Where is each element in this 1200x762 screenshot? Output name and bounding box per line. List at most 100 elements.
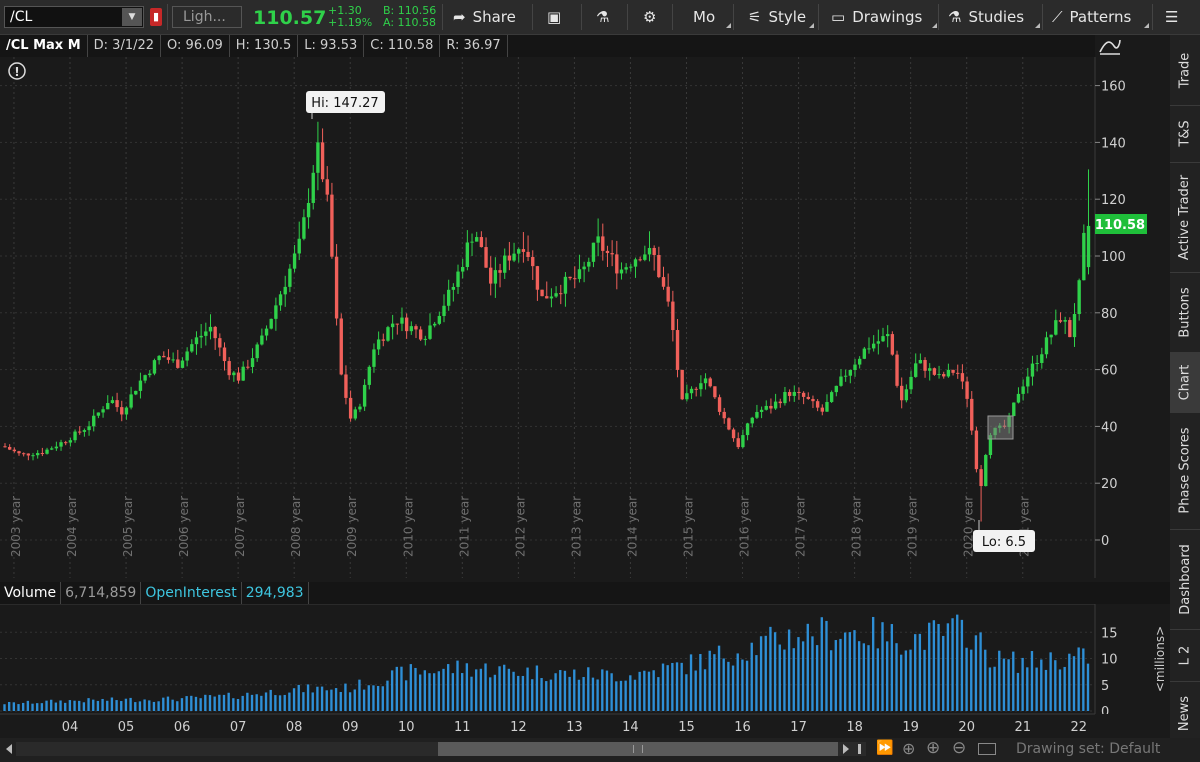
- flag-icon[interactable]: ▮: [150, 8, 162, 26]
- tab-buttons[interactable]: Buttons: [1170, 272, 1200, 353]
- volume-bar: [1007, 659, 1010, 711]
- volume-bar: [138, 701, 142, 711]
- candle-body: [1086, 225, 1091, 268]
- tab-active-trader[interactable]: Active Trader: [1170, 162, 1200, 273]
- candle-body: [671, 301, 675, 331]
- candle-body: [848, 369, 853, 376]
- volume-bar: [367, 685, 370, 711]
- dropdown-corner-icon: [1030, 23, 1040, 28]
- volume-bar: [442, 668, 445, 711]
- symbol-input[interactable]: /CL ▼: [4, 6, 144, 28]
- time-axis[interactable]: [0, 714, 1170, 738]
- time-label: 15: [678, 720, 695, 735]
- candle-body: [1035, 362, 1039, 364]
- volume-bar: [703, 669, 707, 711]
- tab-chart[interactable]: Chart: [1170, 352, 1200, 413]
- studies-button[interactable]: ⚗ Studies: [948, 0, 1040, 34]
- candle-body: [73, 431, 77, 441]
- scroll-thumb[interactable]: [438, 742, 838, 756]
- tab-trade[interactable]: Trade: [1170, 35, 1200, 106]
- candle-body: [717, 397, 722, 412]
- chart-title[interactable]: /CL Max M: [0, 35, 88, 57]
- settings-button[interactable]: ⚙: [643, 0, 663, 34]
- header-date: D: 3/1/22: [88, 35, 162, 57]
- tab-phase-scores[interactable]: Phase Scores: [1170, 412, 1200, 530]
- volume-bar: [843, 632, 847, 711]
- volume-bar: [629, 675, 632, 711]
- style-button[interactable]: ⚟ Style: [748, 0, 814, 34]
- scroll-left-icon[interactable]: [6, 744, 12, 754]
- candle-body: [101, 409, 105, 413]
- drawing-set-label[interactable]: Drawing set: Default: [1016, 741, 1161, 757]
- volume-bar: [699, 654, 702, 711]
- candle-body: [596, 236, 600, 243]
- open-interest-label[interactable]: OpenInterest: [141, 582, 242, 604]
- scroll-right-icon[interactable]: [843, 744, 849, 754]
- tab-news[interactable]: News: [1170, 681, 1200, 746]
- volume-bar: [7, 701, 11, 711]
- volume-label[interactable]: Volume: [0, 582, 62, 604]
- candle-body: [857, 358, 862, 365]
- volume-bar: [671, 662, 674, 711]
- chevron-down-icon[interactable]: ▼: [122, 8, 142, 26]
- info-icon[interactable]: !: [8, 62, 26, 80]
- fast-forward-icon[interactable]: ⏩: [876, 740, 894, 756]
- style-icon: ⚟: [748, 8, 762, 26]
- description-field[interactable]: Ligh...: [172, 6, 242, 28]
- header-high: H: 130.5: [230, 35, 299, 57]
- svg-text:!: !: [14, 65, 19, 79]
- side-panel-tabs: Trade T&S Active Trader Buttons Chart Ph…: [1170, 35, 1200, 746]
- chart-style-icon[interactable]: [1098, 36, 1122, 56]
- volume-bar: [64, 702, 67, 711]
- candle-body: [465, 242, 470, 267]
- volume-bar: [227, 692, 230, 711]
- drawings-button[interactable]: ▭ Drawings: [831, 0, 937, 34]
- volume-bar: [507, 668, 511, 711]
- aggregation-dropdown[interactable]: Mo: [693, 0, 731, 34]
- candle-body: [521, 249, 526, 252]
- flask-button[interactable]: ⚗: [596, 0, 616, 34]
- price-axis[interactable]: [1095, 57, 1170, 578]
- candle-body: [633, 259, 638, 267]
- scroll-end-icon[interactable]: [858, 744, 861, 754]
- candle-body: [904, 389, 909, 401]
- candle-body: [1054, 320, 1058, 335]
- candle-body: [456, 271, 460, 287]
- volume-bar: [306, 684, 310, 711]
- tab-level-2[interactable]: L 2: [1170, 629, 1200, 682]
- alert-button[interactable]: ▣: [547, 0, 568, 34]
- zoom-out-icon[interactable]: ⊖: [952, 738, 967, 758]
- fit-screen-icon[interactable]: [978, 743, 996, 755]
- price-chart[interactable]: 2003 year 2004 year 2005 year 2006 year 2007…: [0, 57, 1170, 738]
- tab-dashboard[interactable]: Dashboard: [1170, 529, 1200, 630]
- volume-bar: [582, 677, 585, 711]
- volume-bar: [470, 676, 473, 711]
- crosshair-icon[interactable]: ⊕: [902, 739, 916, 758]
- volume-bar: [815, 645, 819, 711]
- candle-body: [320, 142, 325, 180]
- dropdown-corner-icon: [1139, 23, 1149, 28]
- year-label: 2005 year: [121, 496, 135, 557]
- volume-bar: [1082, 648, 1085, 711]
- candle-body: [171, 359, 175, 361]
- candles: [3, 121, 1091, 522]
- menu-button[interactable]: ☰: [1165, 0, 1185, 34]
- candle-body: [867, 348, 871, 350]
- low-label: Lo: 6.5: [982, 535, 1026, 550]
- volume-bar: [998, 650, 1001, 711]
- patterns-button[interactable]: ⟋ Patterns: [1052, 0, 1149, 34]
- chart-header: /CL Max M D: 3/1/22 O: 96.09 H: 130.5 L:…: [0, 35, 1095, 57]
- share-button[interactable]: ➦ Share: [453, 0, 516, 34]
- candle-body: [773, 401, 778, 409]
- volume-bar: [12, 702, 16, 711]
- zoom-in-icon[interactable]: ⊕: [926, 738, 941, 758]
- volume-panel[interactable]: [0, 604, 1095, 714]
- volume-bar: [591, 677, 595, 711]
- volume-bar: [162, 697, 165, 711]
- candle-body: [549, 296, 554, 299]
- flask-icon: ⚗: [596, 8, 610, 26]
- volume-bar: [652, 670, 655, 711]
- tab-time-and-sales[interactable]: T&S: [1170, 105, 1200, 163]
- horizontal-scrollbar[interactable]: ⏩ ⊕ ⊕ ⊖ Drawing set: Default: [0, 738, 1200, 762]
- candle-body: [302, 217, 306, 239]
